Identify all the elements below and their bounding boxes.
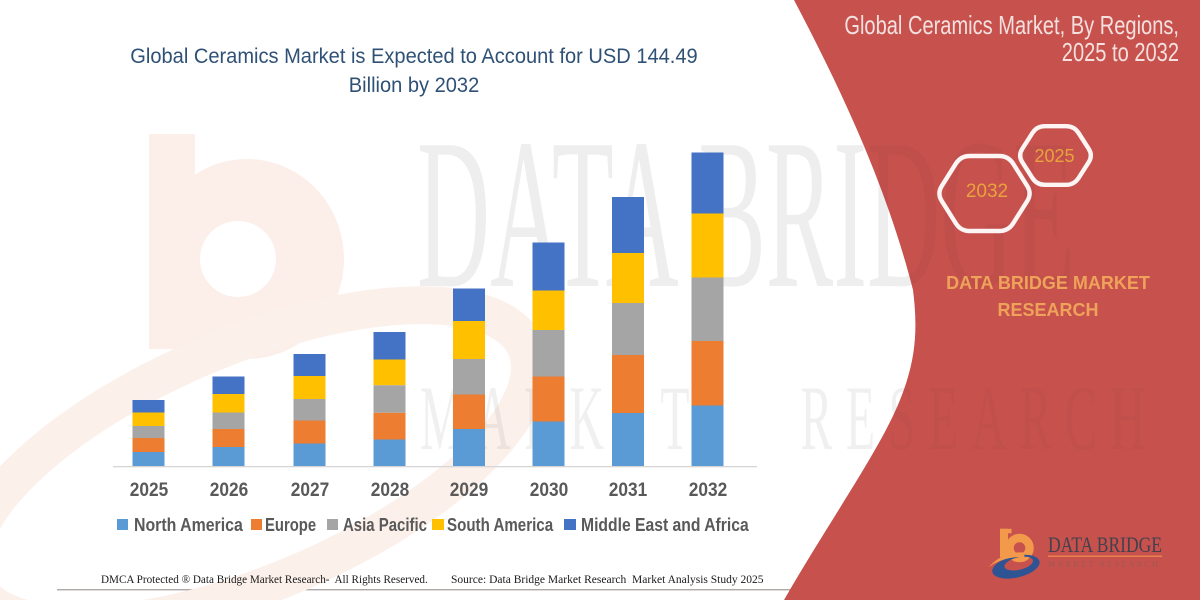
svg-text:DATA BRIDGE: DATA BRIDGE [1048,532,1162,557]
svg-text:MARKET RESEARCH: MARKET RESEARCH [1048,560,1160,569]
